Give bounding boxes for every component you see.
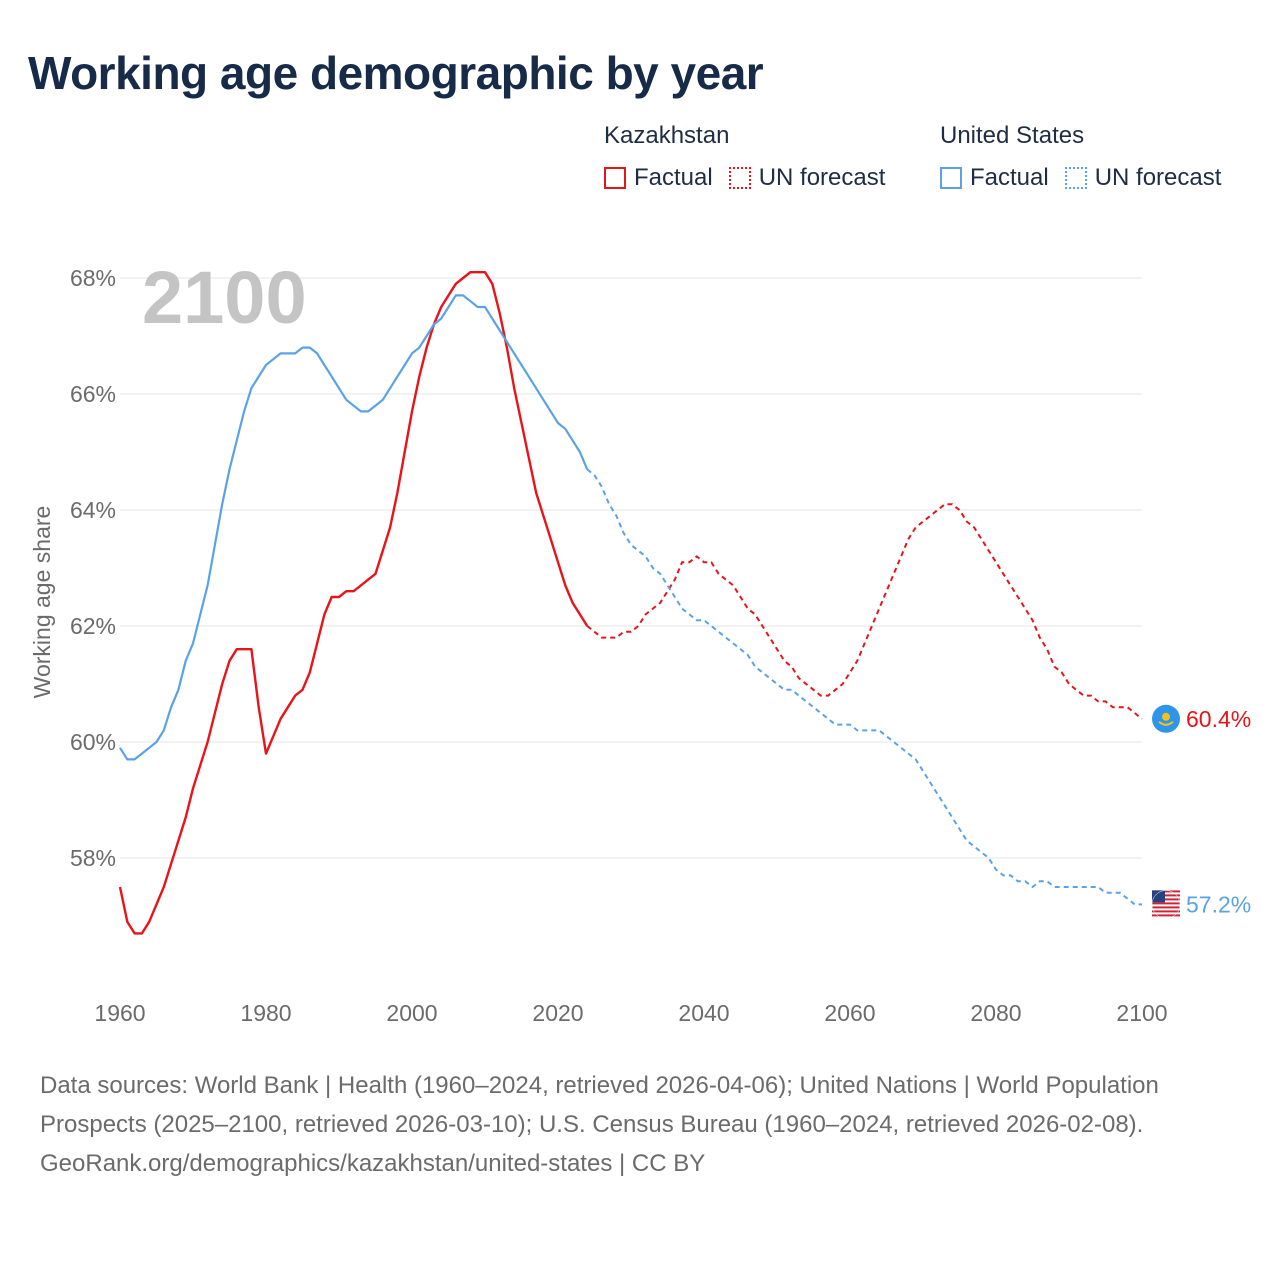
x-tick-label: 2100: [1116, 1000, 1167, 1026]
attribution-link[interactable]: GeoRank.org/demographics/kazakhstan/unit…: [40, 1150, 706, 1177]
data-sources: Data sources: World Bank | Health (1960–…: [40, 1072, 1159, 1138]
legend-label: Factual: [634, 164, 713, 191]
gridlines: [120, 277, 1142, 859]
legend-item-united-states-forecast[interactable]: UN forecast: [1064, 164, 1222, 192]
y-tick-label: 66%: [70, 381, 116, 407]
y-tick-label: 62%: [70, 613, 116, 639]
legend-item-kazakhstan-forecast[interactable]: UN forecast: [728, 164, 886, 192]
kazakhstan-end-label: 60.4%: [1186, 706, 1251, 732]
legend-item-kazakhstan-factual[interactable]: Factual: [604, 164, 713, 192]
y-axis-label: Working age share: [29, 506, 55, 699]
x-tick-label: 2060: [824, 1000, 875, 1026]
kazakhstan-forecast-line: [586, 503, 1143, 720]
footer: Data sources: World Bank | Health (1960–…: [40, 1066, 1240, 1183]
end-markers: 60.4% 57.2%: [1151, 704, 1251, 919]
y-axis-ticks: 58% 60% 62% 64% 66% 68%: [70, 265, 116, 871]
legend-swatch-solid: [940, 167, 962, 189]
x-tick-label: 1960: [94, 1000, 145, 1026]
y-tick-label: 58%: [70, 845, 116, 871]
legend-swatch-solid: [604, 167, 626, 189]
x-axis-ticks: 1960 1980 2000 2020 2040 2060 2080 2100: [94, 1000, 1167, 1026]
legend-label: UN forecast: [758, 164, 886, 191]
x-tick-label: 2000: [386, 1000, 437, 1026]
series-layer: [118, 271, 1143, 935]
x-tick-label: 1980: [240, 1000, 291, 1026]
legend-label: UN forecast: [1094, 164, 1222, 191]
legend-label: Factual: [970, 164, 1049, 191]
x-tick-label: 2020: [532, 1000, 583, 1026]
legend-group-kazakhstan: Kazakhstan Factual UN forecast: [604, 122, 901, 192]
line-chart: 2100 58% 60% 62% 64% 66% 68% 1960 1980 2000 2020…: [29, 256, 1251, 1026]
united-states-factual-line: [119, 294, 589, 761]
kazakhstan-factual-line: [118, 271, 589, 935]
united-states-forecast-line: [586, 468, 1142, 906]
legend-item-united-states-factual[interactable]: Factual: [940, 164, 1049, 192]
legend-group-united-states: United States Factual UN forecast: [940, 122, 1237, 192]
kazakhstan-flag-icon: [1152, 704, 1180, 733]
legend-group-name: United States: [940, 122, 1085, 149]
x-tick-label: 2040: [678, 1000, 729, 1026]
united-states-end-label: 57.2%: [1186, 891, 1251, 917]
y-tick-label: 68%: [70, 265, 116, 291]
legend-swatch-dotted: [728, 167, 751, 189]
year-watermark: 2100: [142, 256, 307, 339]
x-tick-label: 2080: [970, 1000, 1021, 1026]
y-tick-label: 64%: [70, 497, 116, 523]
legend-swatch-dotted: [1064, 167, 1087, 189]
united-states-flag-icon: [1151, 890, 1181, 919]
chart-title: Working age demographic by year: [28, 47, 764, 99]
legend-group-name: Kazakhstan: [604, 122, 730, 149]
y-tick-label: 60%: [70, 729, 116, 755]
